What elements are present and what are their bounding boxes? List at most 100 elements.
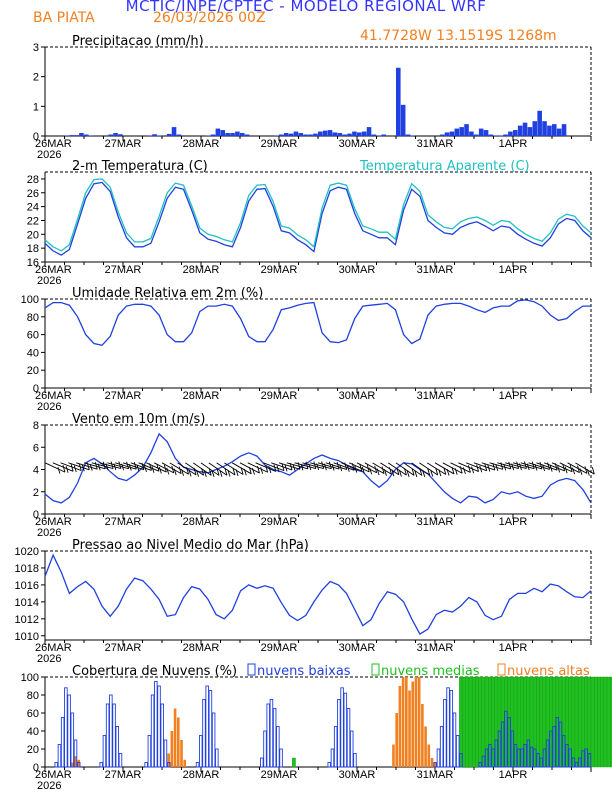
panel-title: Precipitacao (mm/h): [72, 34, 204, 49]
wind-barb-feather: [549, 465, 553, 472]
wind-barb-feather: [126, 461, 130, 469]
precip-bar: [537, 110, 542, 136]
precip-bar: [84, 134, 89, 136]
cloud-low-bar: [436, 748, 441, 768]
precip-bar: [313, 133, 318, 136]
x-tick-label: 29MAR: [261, 769, 298, 781]
wind-barb-feather: [273, 464, 277, 472]
cloud-low-bar: [581, 750, 585, 768]
wind-barb-feather: [467, 465, 471, 473]
wind-barb-feather: [94, 462, 98, 470]
precip-bar: [449, 131, 455, 136]
cloud-high-bar: [74, 756, 77, 767]
wind-barb-feather: [381, 466, 385, 474]
wind-barb-feather: [524, 461, 527, 469]
wind-barb-shaft: [559, 462, 580, 473]
wind-barb-feather: [65, 466, 69, 473]
precip-bar: [171, 127, 177, 136]
cloud-mid-bar: [600, 676, 605, 768]
wind-barb-feather: [339, 464, 343, 472]
wind-barb-feather: [361, 466, 365, 474]
wind-barb-feather: [359, 463, 363, 472]
precip-bar: [561, 124, 567, 136]
wind-barb-shaft: [107, 462, 129, 470]
cloud-mid-bar: [597, 676, 601, 768]
precip-bar: [371, 134, 377, 136]
wind-barb-shaft: [450, 462, 471, 473]
cloud-mid-bar: [606, 676, 611, 768]
series-line: [44, 553, 592, 636]
wind-barb-shaft: [192, 462, 212, 476]
cloud-low-bar: [578, 757, 582, 768]
series-line: [44, 432, 592, 504]
precip-bar: [113, 133, 118, 136]
wind-barb-feather: [344, 462, 348, 470]
wind-barb-shaft: [520, 462, 543, 470]
precip-bar: [118, 134, 123, 136]
wind-barb-feather: [443, 467, 447, 475]
y-tick-label: 20: [27, 229, 39, 241]
x-tick-label: 26MAR: [35, 138, 72, 150]
x-tick-label: 1APR: [499, 516, 528, 528]
wind-barb-shaft: [387, 462, 407, 476]
cloud-low-bar: [157, 685, 161, 768]
wind-barb-feather: [454, 468, 458, 475]
wind-barb-feather: [227, 469, 231, 477]
cloud-low-bar: [510, 730, 515, 768]
x-tick-label: 28MAR: [183, 264, 220, 276]
cloud-low-bar: [565, 744, 569, 768]
cloud-low-bar: [147, 735, 152, 768]
wind-barb-feather: [265, 465, 269, 473]
wind-barb-shaft: [395, 462, 415, 476]
wind-barb-feather: [427, 468, 431, 476]
wind-barb-feather: [313, 461, 317, 469]
y-tick-label: 1018: [15, 563, 39, 575]
x-tick-label: 31MAR: [417, 769, 454, 781]
x-tick-label: 28MAR: [183, 769, 220, 781]
wind-barb-feather: [188, 469, 192, 477]
cloud-high-bar: [427, 744, 431, 767]
wind-barb-feather: [284, 464, 288, 472]
cloud-low-bar: [433, 762, 437, 768]
wind-barb-feather: [564, 466, 568, 474]
x-tick-label: 30MAR: [339, 390, 376, 402]
x-tick-label: 31MAR: [417, 642, 454, 654]
cloud-low-bar: [513, 744, 518, 768]
y-tick-label: 16: [27, 257, 39, 269]
wind-barb-feather: [516, 461, 520, 469]
cloud-low-bar: [452, 712, 457, 768]
wind-barb-feather: [102, 461, 106, 469]
y-tick-label: 6: [33, 442, 39, 454]
precip-bar: [478, 128, 484, 136]
wind-barb-feather: [232, 467, 236, 476]
wind-barb-feather: [430, 469, 434, 477]
legend-label: nuvens altas: [507, 664, 590, 679]
cloud-high-bar: [414, 677, 418, 767]
wind-barb: [419, 462, 439, 477]
series-line: [44, 181, 592, 256]
precip-bar: [166, 133, 172, 136]
x-tick-label: 27MAR: [105, 390, 142, 402]
cloud-low-bar: [279, 748, 283, 768]
wind-barb-feather: [252, 467, 255, 475]
wind-barb-shaft: [466, 462, 487, 472]
precip-bar: [366, 127, 372, 136]
x-year-label: 2026: [37, 653, 61, 665]
y-tick-label: 1010: [15, 631, 39, 643]
cloud-low-bar: [484, 748, 489, 768]
cloud-low-bar: [526, 739, 531, 768]
precip-bar: [298, 133, 304, 136]
y-tick-label: 1012: [15, 614, 39, 626]
cloud-high-bar: [417, 677, 421, 767]
cloud-mid-bar: [539, 676, 544, 768]
cloud-mid-bar: [594, 676, 598, 768]
wind-barb: [458, 462, 480, 474]
precip-bar: [230, 133, 235, 136]
cloud-low-bar: [545, 739, 550, 768]
cloud-low-bar: [215, 748, 219, 768]
precip-bar: [108, 134, 113, 136]
x-tick-label: 30MAR: [339, 264, 376, 276]
cloud-low-bar: [163, 739, 168, 768]
cloud-low-bar: [507, 717, 511, 768]
legend-swatch: [371, 663, 380, 676]
